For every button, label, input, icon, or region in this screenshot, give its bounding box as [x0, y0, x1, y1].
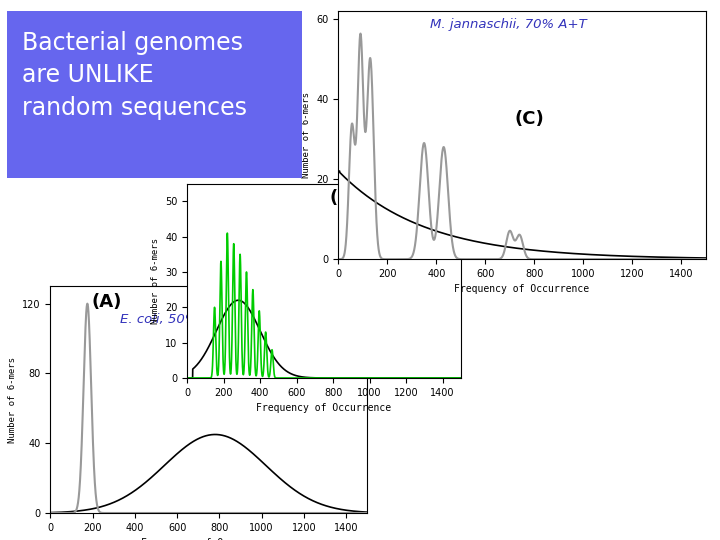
Text: Bacterial genomes
are UNLIKE
random sequences: Bacterial genomes are UNLIKE random sequ… — [22, 31, 247, 120]
X-axis label: Frequency of Occurrence: Frequency of Occurrence — [256, 403, 392, 413]
Text: M. jannaschii, 70% A+T: M. jannaschii, 70% A+T — [431, 18, 587, 31]
Text: (B): (B) — [330, 190, 359, 207]
Text: (A): (A) — [91, 293, 122, 311]
Text: E. coli, 50% A+T: E. coli, 50% A+T — [120, 313, 230, 326]
X-axis label: Frequency of Occurrence: Frequency of Occurrence — [454, 285, 590, 294]
Y-axis label: Number of 6-mers: Number of 6-mers — [302, 92, 311, 178]
Y-axis label: Number of 6-mers: Number of 6-mers — [8, 356, 17, 443]
X-axis label: Frequency of Occurrence: Frequency of Occurrence — [141, 538, 276, 540]
Y-axis label: Number of 6-mers: Number of 6-mers — [150, 238, 160, 324]
Text: B. subtilis, 57% A+T: B. subtilis, 57% A+T — [351, 207, 486, 220]
Text: (C): (C) — [515, 110, 544, 128]
